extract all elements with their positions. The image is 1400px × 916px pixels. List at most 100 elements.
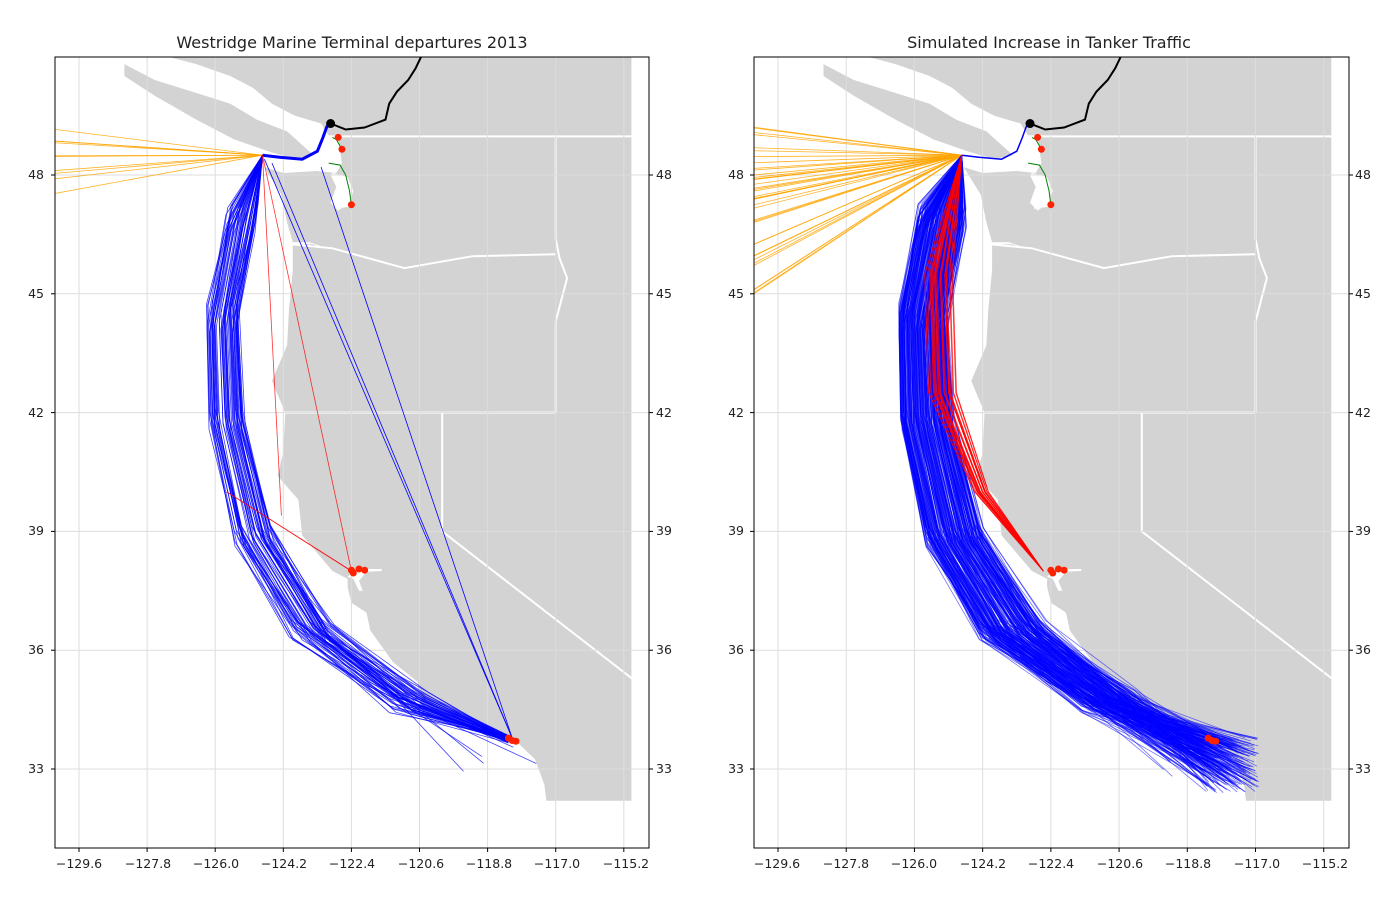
state-border xyxy=(990,243,1256,270)
westridge-terminal-marker xyxy=(326,119,336,129)
strait-route xyxy=(961,122,1031,160)
southbound-route xyxy=(223,155,509,740)
bay-area-route xyxy=(933,155,1044,572)
offshore-route xyxy=(754,127,962,156)
offshore-route xyxy=(754,154,962,185)
landmass xyxy=(868,57,1332,136)
southbound-route xyxy=(214,155,509,738)
offshore-route xyxy=(55,154,263,180)
los-angeles-refinery-marker xyxy=(1212,737,1220,745)
offshore-route xyxy=(754,150,962,156)
southbound-route xyxy=(224,155,509,739)
southbound-route xyxy=(899,154,1253,768)
x-tick-label: −126.0 xyxy=(193,856,239,871)
southbound-route xyxy=(209,155,509,737)
y-tick-label-right: 48 xyxy=(656,167,672,182)
offshore-route xyxy=(754,154,962,209)
y-tick-label: 48 xyxy=(728,167,744,182)
offshore-route xyxy=(55,129,263,156)
southbound-route xyxy=(922,155,1238,779)
bay-area-refinery-marker xyxy=(1054,565,1062,573)
bay-area-route xyxy=(952,155,1044,572)
southbound-route xyxy=(910,155,1205,777)
southbound-route xyxy=(945,155,1222,747)
refinery-marker xyxy=(1037,145,1045,153)
y-tick-label-right: 36 xyxy=(656,642,672,657)
refinery-marker xyxy=(347,201,355,209)
y-tick-label-right: 42 xyxy=(656,405,672,420)
direct-route xyxy=(320,166,513,739)
offshore-route xyxy=(55,154,263,174)
bay-area-route xyxy=(945,155,1044,572)
landmass xyxy=(169,57,632,136)
right-land xyxy=(823,57,1348,801)
y-tick-label: 45 xyxy=(28,286,44,301)
inland-water xyxy=(990,242,1021,249)
inland-water xyxy=(334,190,350,209)
x-tick-label: −120.6 xyxy=(1097,856,1143,871)
bay-area-route xyxy=(262,155,282,516)
bay-area-route xyxy=(931,155,1044,572)
left-map-frame xyxy=(54,56,650,849)
y-tick-label-right: 45 xyxy=(656,286,672,301)
southbound-route xyxy=(229,155,509,736)
southbound-route xyxy=(234,155,509,736)
x-tick-label: −127.8 xyxy=(125,856,171,871)
southbound-route xyxy=(908,155,1251,768)
x-tick-label: −115.2 xyxy=(1302,856,1348,871)
right-y-axis-labels-right: 48 45 42 39 36 33 xyxy=(1355,167,1371,776)
southbound-route xyxy=(912,155,1220,752)
southbound-route xyxy=(212,155,509,741)
inland-water xyxy=(290,242,322,249)
offshore-route xyxy=(754,154,962,200)
right-axis-ticks xyxy=(750,174,1353,852)
right-y-axis-labels: 48 45 42 39 36 33 xyxy=(728,167,744,776)
bay-area-route xyxy=(936,155,1044,572)
puget-sound-route xyxy=(1028,162,1052,205)
landmass xyxy=(124,64,314,160)
left-terminal-markers xyxy=(326,119,520,745)
refinery-marker xyxy=(1047,201,1055,209)
x-tick-label: −124.2 xyxy=(960,856,1006,871)
southbound-route xyxy=(901,154,1230,768)
y-tick-label-right: 36 xyxy=(1355,642,1371,657)
offshore-route xyxy=(754,154,962,158)
bay-area-route xyxy=(949,155,1044,572)
offshore-route xyxy=(754,134,962,156)
strait-route xyxy=(262,122,332,161)
right-tanker-routes xyxy=(754,122,1260,793)
x-tick-label: −118.8 xyxy=(1165,856,1211,871)
offshore-route xyxy=(754,154,963,295)
westridge-terminal-marker xyxy=(1025,119,1035,129)
offshore-route xyxy=(754,154,962,245)
y-tick-label: 48 xyxy=(28,167,44,182)
bay-area-route xyxy=(924,155,1044,572)
bay-area-route xyxy=(939,155,1044,572)
x-tick-label: −122.4 xyxy=(1028,856,1074,871)
offshore-route xyxy=(754,154,962,261)
x-tick-label: −129.6 xyxy=(56,856,102,871)
x-tick-label: −127.8 xyxy=(823,856,869,871)
left-x-axis-labels: −129.6 −127.8 −126.0 −124.2 −122.4 −120.… xyxy=(56,856,649,871)
puget-sound-route xyxy=(328,162,352,205)
x-tick-label: −122.4 xyxy=(329,856,375,871)
y-tick-label: 42 xyxy=(728,405,744,420)
refinery-marker xyxy=(1034,133,1042,141)
southbound-route xyxy=(235,155,509,742)
y-tick-label: 45 xyxy=(728,286,744,301)
right-map-frame xyxy=(753,56,1350,849)
offshore-route xyxy=(754,154,962,206)
x-tick-label: −129.6 xyxy=(754,856,800,871)
offshore-route xyxy=(754,154,962,223)
y-tick-label: 42 xyxy=(28,405,44,420)
y-tick-label-right: 33 xyxy=(656,761,672,776)
bay-area-refinery-marker xyxy=(361,566,369,574)
landmass xyxy=(823,64,1013,160)
y-tick-label: 39 xyxy=(28,523,44,538)
landmass xyxy=(264,137,632,801)
y-tick-label: 36 xyxy=(28,642,44,657)
offshore-route xyxy=(754,154,962,180)
left-y-axis-labels-right: 48 45 42 39 36 33 xyxy=(656,167,672,776)
y-tick-label: 33 xyxy=(728,761,744,776)
